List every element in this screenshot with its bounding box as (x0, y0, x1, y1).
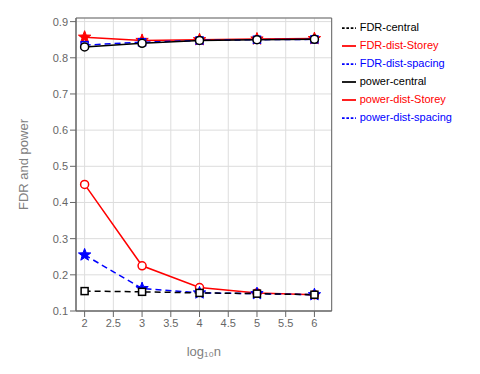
svg-text:FDR and power: FDR and power (16, 118, 31, 210)
svg-text:5.5: 5.5 (278, 317, 293, 329)
svg-text:2: 2 (82, 317, 88, 329)
svg-text:0.8: 0.8 (53, 52, 68, 64)
svg-text:2.5: 2.5 (106, 317, 121, 329)
svg-text:6: 6 (311, 317, 317, 329)
html-text:FDR-central: FDR-central (359, 21, 419, 33)
svg-text:3: 3 (139, 317, 145, 329)
svg-text:log₁₀n: log₁₀n (187, 344, 221, 359)
svg-text:0.4: 0.4 (53, 196, 68, 208)
html-text:power-central: power-central (359, 75, 427, 87)
svg-text:0.6: 0.6 (53, 124, 68, 136)
svg-text:3.5: 3.5 (163, 317, 178, 329)
html-text:power-dist-spacing: power-dist-spacing (359, 111, 452, 123)
html-text:FDR-dist-Storey: FDR-dist-Storey (359, 39, 439, 51)
svg-text:4.5: 4.5 (221, 317, 236, 329)
svg-text:0.1: 0.1 (53, 305, 68, 317)
svg-text:4: 4 (196, 317, 202, 329)
html-text:FDR-dist-spacing: FDR-dist-spacing (359, 57, 445, 69)
svg-text:0.7: 0.7 (53, 88, 68, 100)
svg-text:0.9: 0.9 (53, 16, 68, 28)
svg-text:0.3: 0.3 (53, 233, 68, 245)
svg-text:5: 5 (254, 317, 260, 329)
svg-text:0.5: 0.5 (53, 160, 68, 172)
svg-text:0.2: 0.2 (53, 269, 68, 281)
html-text:power-dist-Storey: power-dist-Storey (359, 93, 446, 105)
